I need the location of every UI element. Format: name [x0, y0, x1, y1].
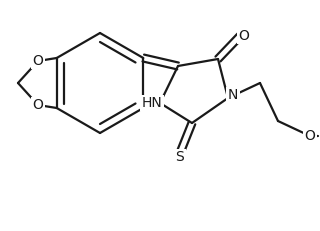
Text: N: N — [228, 88, 238, 102]
Text: O: O — [33, 98, 44, 112]
Text: O: O — [305, 129, 316, 143]
Text: O: O — [33, 54, 44, 68]
Text: O: O — [239, 29, 249, 43]
Text: S: S — [176, 150, 184, 164]
Text: HN: HN — [142, 96, 162, 110]
